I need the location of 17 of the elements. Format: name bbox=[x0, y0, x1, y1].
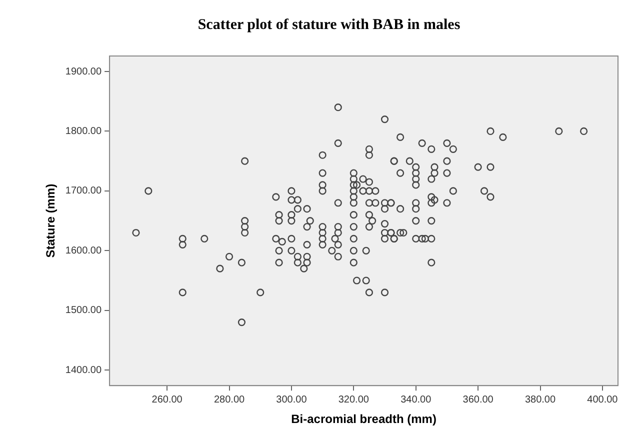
y-tick-label: 1800.00 bbox=[65, 126, 102, 137]
y-tick-label: 1400.00 bbox=[65, 364, 102, 376]
x-tick-label: 260.00 bbox=[152, 394, 183, 406]
x-tick-label: 360.00 bbox=[462, 394, 494, 406]
x-tick-label: 380.00 bbox=[524, 394, 556, 406]
x-axis-title: Bi-acromial breadth (mm) bbox=[291, 412, 436, 426]
y-tick-label: 1700.00 bbox=[65, 186, 102, 197]
x-tick-label: 280.00 bbox=[214, 394, 245, 406]
x-tick-label: 300.00 bbox=[276, 394, 308, 406]
x-tick-label: 340.00 bbox=[400, 394, 432, 406]
x-tick-label: 400.00 bbox=[587, 394, 618, 406]
chart-title: Scatter plot of stature with BAB in males bbox=[198, 16, 460, 33]
y-tick-label: 1900.00 bbox=[65, 66, 102, 78]
x-tick-label: 320.00 bbox=[338, 394, 370, 406]
y-axis-title: Stature (mm) bbox=[44, 184, 58, 258]
y-tick-label: 1600.00 bbox=[65, 245, 102, 256]
y-tick-label: 1500.00 bbox=[65, 305, 102, 316]
